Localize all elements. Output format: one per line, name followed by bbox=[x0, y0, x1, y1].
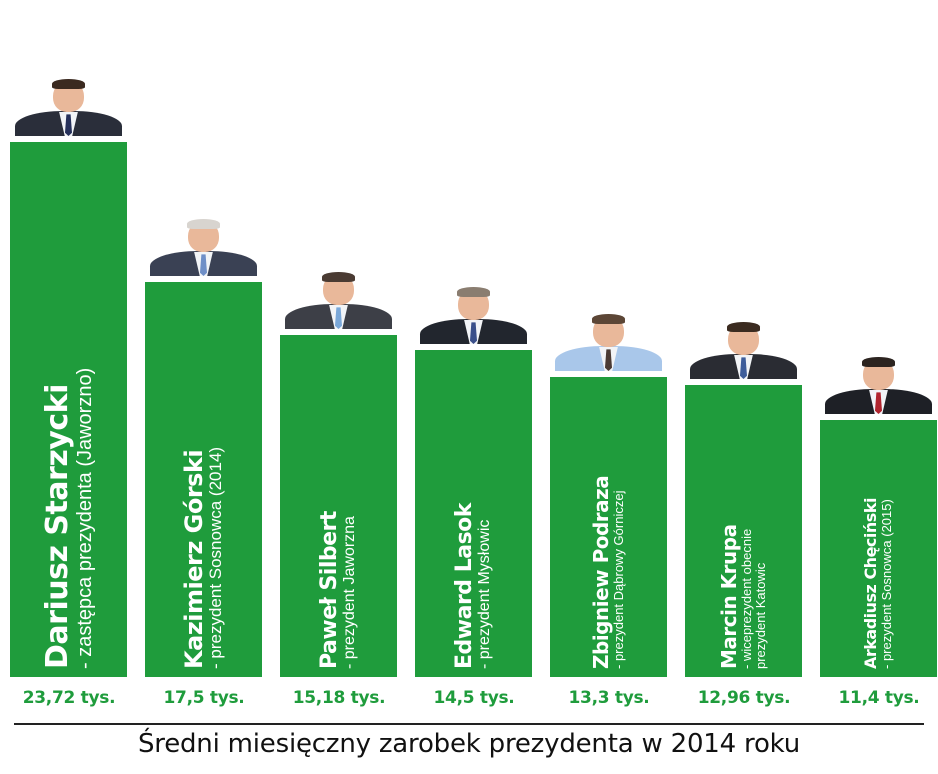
bar-name-label: Paweł Silbert bbox=[317, 511, 342, 669]
person-photo-icon bbox=[280, 269, 397, 329]
bar-label-1: Dariusz Starzycki - zastępca prezydenta (… bbox=[40, 367, 96, 669]
person-photo-icon bbox=[10, 76, 127, 136]
chart-title: Średni miesięczny zarobek prezydenta w 2… bbox=[137, 729, 801, 759]
value-label-5: 13,3 tys. bbox=[568, 688, 650, 708]
bar-name-label: Kazimierz Górski bbox=[180, 449, 208, 669]
bar-name-label: Zbigniew Podraza bbox=[589, 475, 613, 669]
value-label-1: 23,72 tys. bbox=[22, 688, 116, 708]
person-photo-icon bbox=[145, 216, 262, 276]
chart-baseline bbox=[14, 723, 924, 725]
bar-7 bbox=[820, 420, 937, 677]
bar-role-label: - prezydent Jaworzna bbox=[341, 516, 359, 669]
bar-role-label: - prezydent Sosnowca (2015) bbox=[878, 499, 894, 669]
bar-name-label: Dariusz Starzycki bbox=[40, 384, 75, 669]
value-label-7: 11,4 tys. bbox=[838, 688, 920, 708]
value-label-6: 12,96 tys. bbox=[697, 688, 791, 708]
bar-label-6: Marcin Krupa - wiceprezydent obecnie prezy… bbox=[717, 524, 769, 669]
bar-5 bbox=[550, 377, 667, 677]
bar-role-label: - prezydent Sosnowca (2014) bbox=[206, 446, 226, 669]
bar-role-label: - prezydent Mysłowic bbox=[476, 519, 494, 669]
bar-name-label: Edward Lasok bbox=[452, 503, 477, 669]
person-photo-icon bbox=[415, 284, 532, 344]
bar-role-label: - prezydent Dąbrowy Górniczej bbox=[611, 490, 626, 669]
bar-role-label: - wiceprezydent obecnie bbox=[739, 528, 754, 669]
bar-label-3: Paweł Silbert - prezydent Jaworzna bbox=[317, 511, 359, 669]
bar-role-label: prezydent Katowic bbox=[753, 562, 769, 669]
bar-1 bbox=[10, 142, 127, 677]
bar-6 bbox=[685, 385, 802, 677]
bar-role-label: - zastępca prezydenta (Jaworzno) bbox=[73, 367, 96, 669]
value-label-3: 15,18 tys. bbox=[292, 688, 386, 708]
person-photo-icon bbox=[820, 354, 937, 414]
person-photo-icon bbox=[685, 319, 802, 379]
value-label-4: 14,5 tys. bbox=[433, 688, 515, 708]
bar-label-4: Edward Lasok - prezydent Mysłowic bbox=[452, 503, 494, 669]
bar-4 bbox=[415, 350, 532, 677]
bar-name-label: Arkadiusz Chęciński bbox=[861, 498, 880, 669]
bar-3 bbox=[280, 335, 397, 677]
value-label-2: 17,5 tys. bbox=[163, 688, 245, 708]
bar-label-2: Kazimierz Górski - prezydent Sosnowca (20… bbox=[180, 446, 226, 669]
person-photo-icon bbox=[550, 311, 667, 371]
bar-name-label: Marcin Krupa bbox=[717, 524, 741, 669]
bar-label-7: Arkadiusz Chęciński - prezydent Sosnowca … bbox=[861, 498, 894, 669]
bar-2 bbox=[145, 282, 262, 677]
bar-label-5: Zbigniew Podraza - prezydent Dąbrowy Górn… bbox=[589, 475, 626, 669]
